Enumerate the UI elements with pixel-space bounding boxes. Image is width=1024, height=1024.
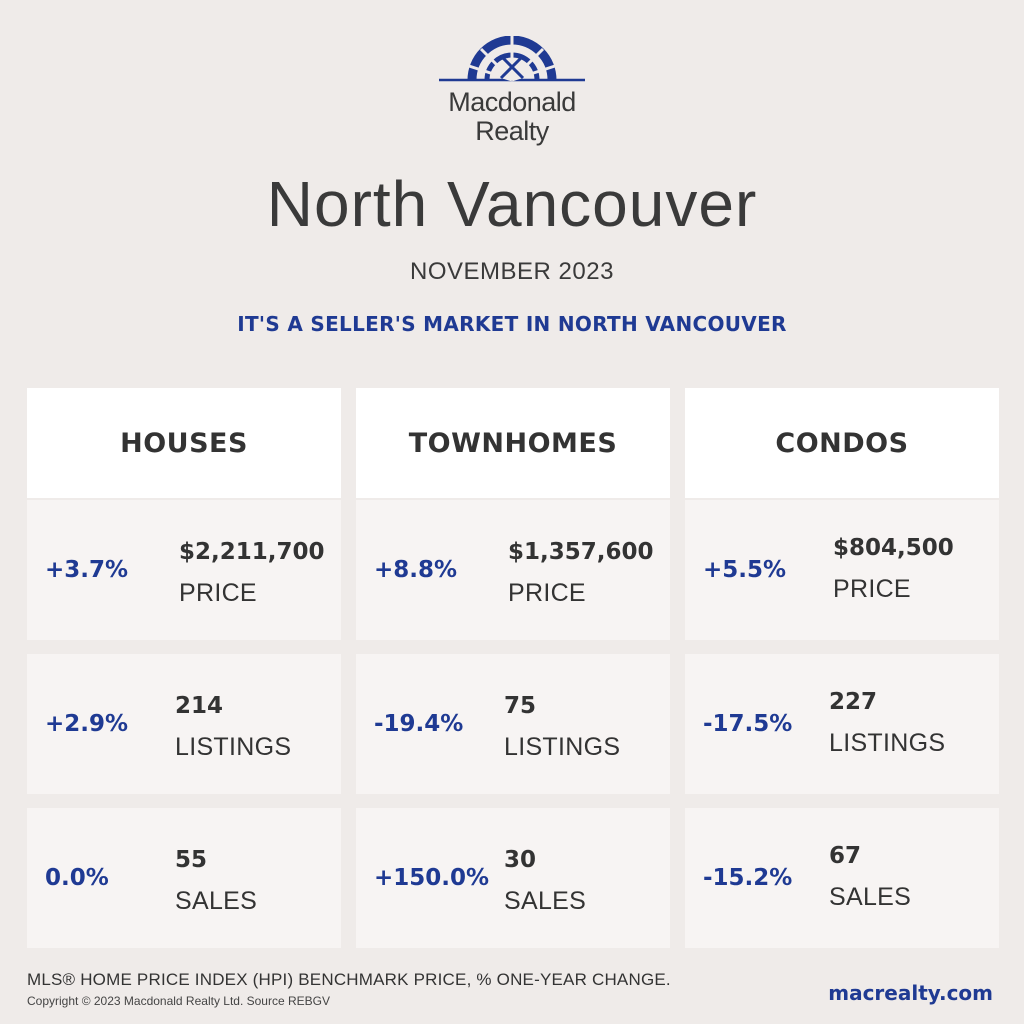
brand-logo: Macdonald Realty xyxy=(0,36,1024,146)
stat-value: 55 xyxy=(175,847,208,873)
stat-label: SALES xyxy=(175,887,258,915)
stat-label: PRICE xyxy=(833,575,911,603)
hpi-footnote: MLS® HOME PRICE INDEX (HPI) BENCHMARK PR… xyxy=(27,970,671,989)
stat-cell-price: +3.7% $2,211,700 PRICE xyxy=(27,500,341,640)
percent-change: +150.0% xyxy=(374,865,490,891)
market-headline: IT'S A SELLER'S MARKET IN NORTH VANCOUVE… xyxy=(237,312,787,336)
percent-change: -17.5% xyxy=(703,711,793,737)
stat-value: 214 xyxy=(175,693,224,719)
stat-cell-listings: -17.5% 227 LISTINGS xyxy=(685,654,999,794)
stat-cell-listings: -19.4% 75 LISTINGS xyxy=(356,654,670,794)
stat-value: 30 xyxy=(504,847,537,873)
copyright-text: Copyright © 2023 Macdonald Realty Ltd. S… xyxy=(27,994,330,1008)
stat-value: 227 xyxy=(829,689,878,715)
column-houses: HOUSES +3.7% $2,211,700 PRICE +2.9% 214 … xyxy=(27,388,341,948)
percent-change: -15.2% xyxy=(703,865,793,891)
percent-change: -19.4% xyxy=(374,711,464,737)
stat-label: LISTINGS xyxy=(504,733,621,761)
stat-label: SALES xyxy=(504,887,587,915)
stat-value: 75 xyxy=(504,693,537,719)
column-header: HOUSES xyxy=(27,388,341,498)
percent-change: +5.5% xyxy=(703,557,787,583)
column-condos: CONDOS +5.5% $804,500 PRICE -17.5% 227 L… xyxy=(685,388,999,948)
stat-label: LISTINGS xyxy=(829,729,946,757)
website-link[interactable]: macrealty.com xyxy=(828,981,993,1005)
report-month: NOVEMBER 2023 xyxy=(410,258,614,285)
stat-value: $804,500 xyxy=(833,535,954,561)
percent-change: 0.0% xyxy=(45,865,109,891)
stat-cell-sales: +150.0% 30 SALES xyxy=(356,808,670,948)
column-townhomes: TOWNHOMES +8.8% $1,357,600 PRICE -19.4% … xyxy=(356,388,670,948)
stat-cell-sales: 0.0% 55 SALES xyxy=(27,808,341,948)
stat-label: SALES xyxy=(829,883,912,911)
percent-change: +3.7% xyxy=(45,557,129,583)
stat-label: PRICE xyxy=(179,579,257,607)
stat-label: LISTINGS xyxy=(175,733,292,761)
stat-label: PRICE xyxy=(508,579,586,607)
stat-value: $1,357,600 xyxy=(508,539,654,565)
column-header: CONDOS xyxy=(685,388,999,498)
percent-change: +8.8% xyxy=(374,557,458,583)
brand-name-line1: Macdonald xyxy=(448,87,576,117)
stat-value: $2,211,700 xyxy=(179,539,325,565)
column-header: TOWNHOMES xyxy=(356,388,670,498)
page-title: North Vancouver xyxy=(266,168,758,240)
stat-cell-listings: +2.9% 214 LISTINGS xyxy=(27,654,341,794)
stat-cell-price: +8.8% $1,357,600 PRICE xyxy=(356,500,670,640)
stat-cell-sales: -15.2% 67 SALES xyxy=(685,808,999,948)
compass-logo-icon xyxy=(439,36,585,82)
stat-value: 67 xyxy=(829,843,862,869)
percent-change: +2.9% xyxy=(45,711,129,737)
brand-name-line2: Realty xyxy=(475,116,549,146)
stat-cell-price: +5.5% $804,500 PRICE xyxy=(685,500,999,640)
brand-name: Macdonald Realty xyxy=(0,88,1024,146)
